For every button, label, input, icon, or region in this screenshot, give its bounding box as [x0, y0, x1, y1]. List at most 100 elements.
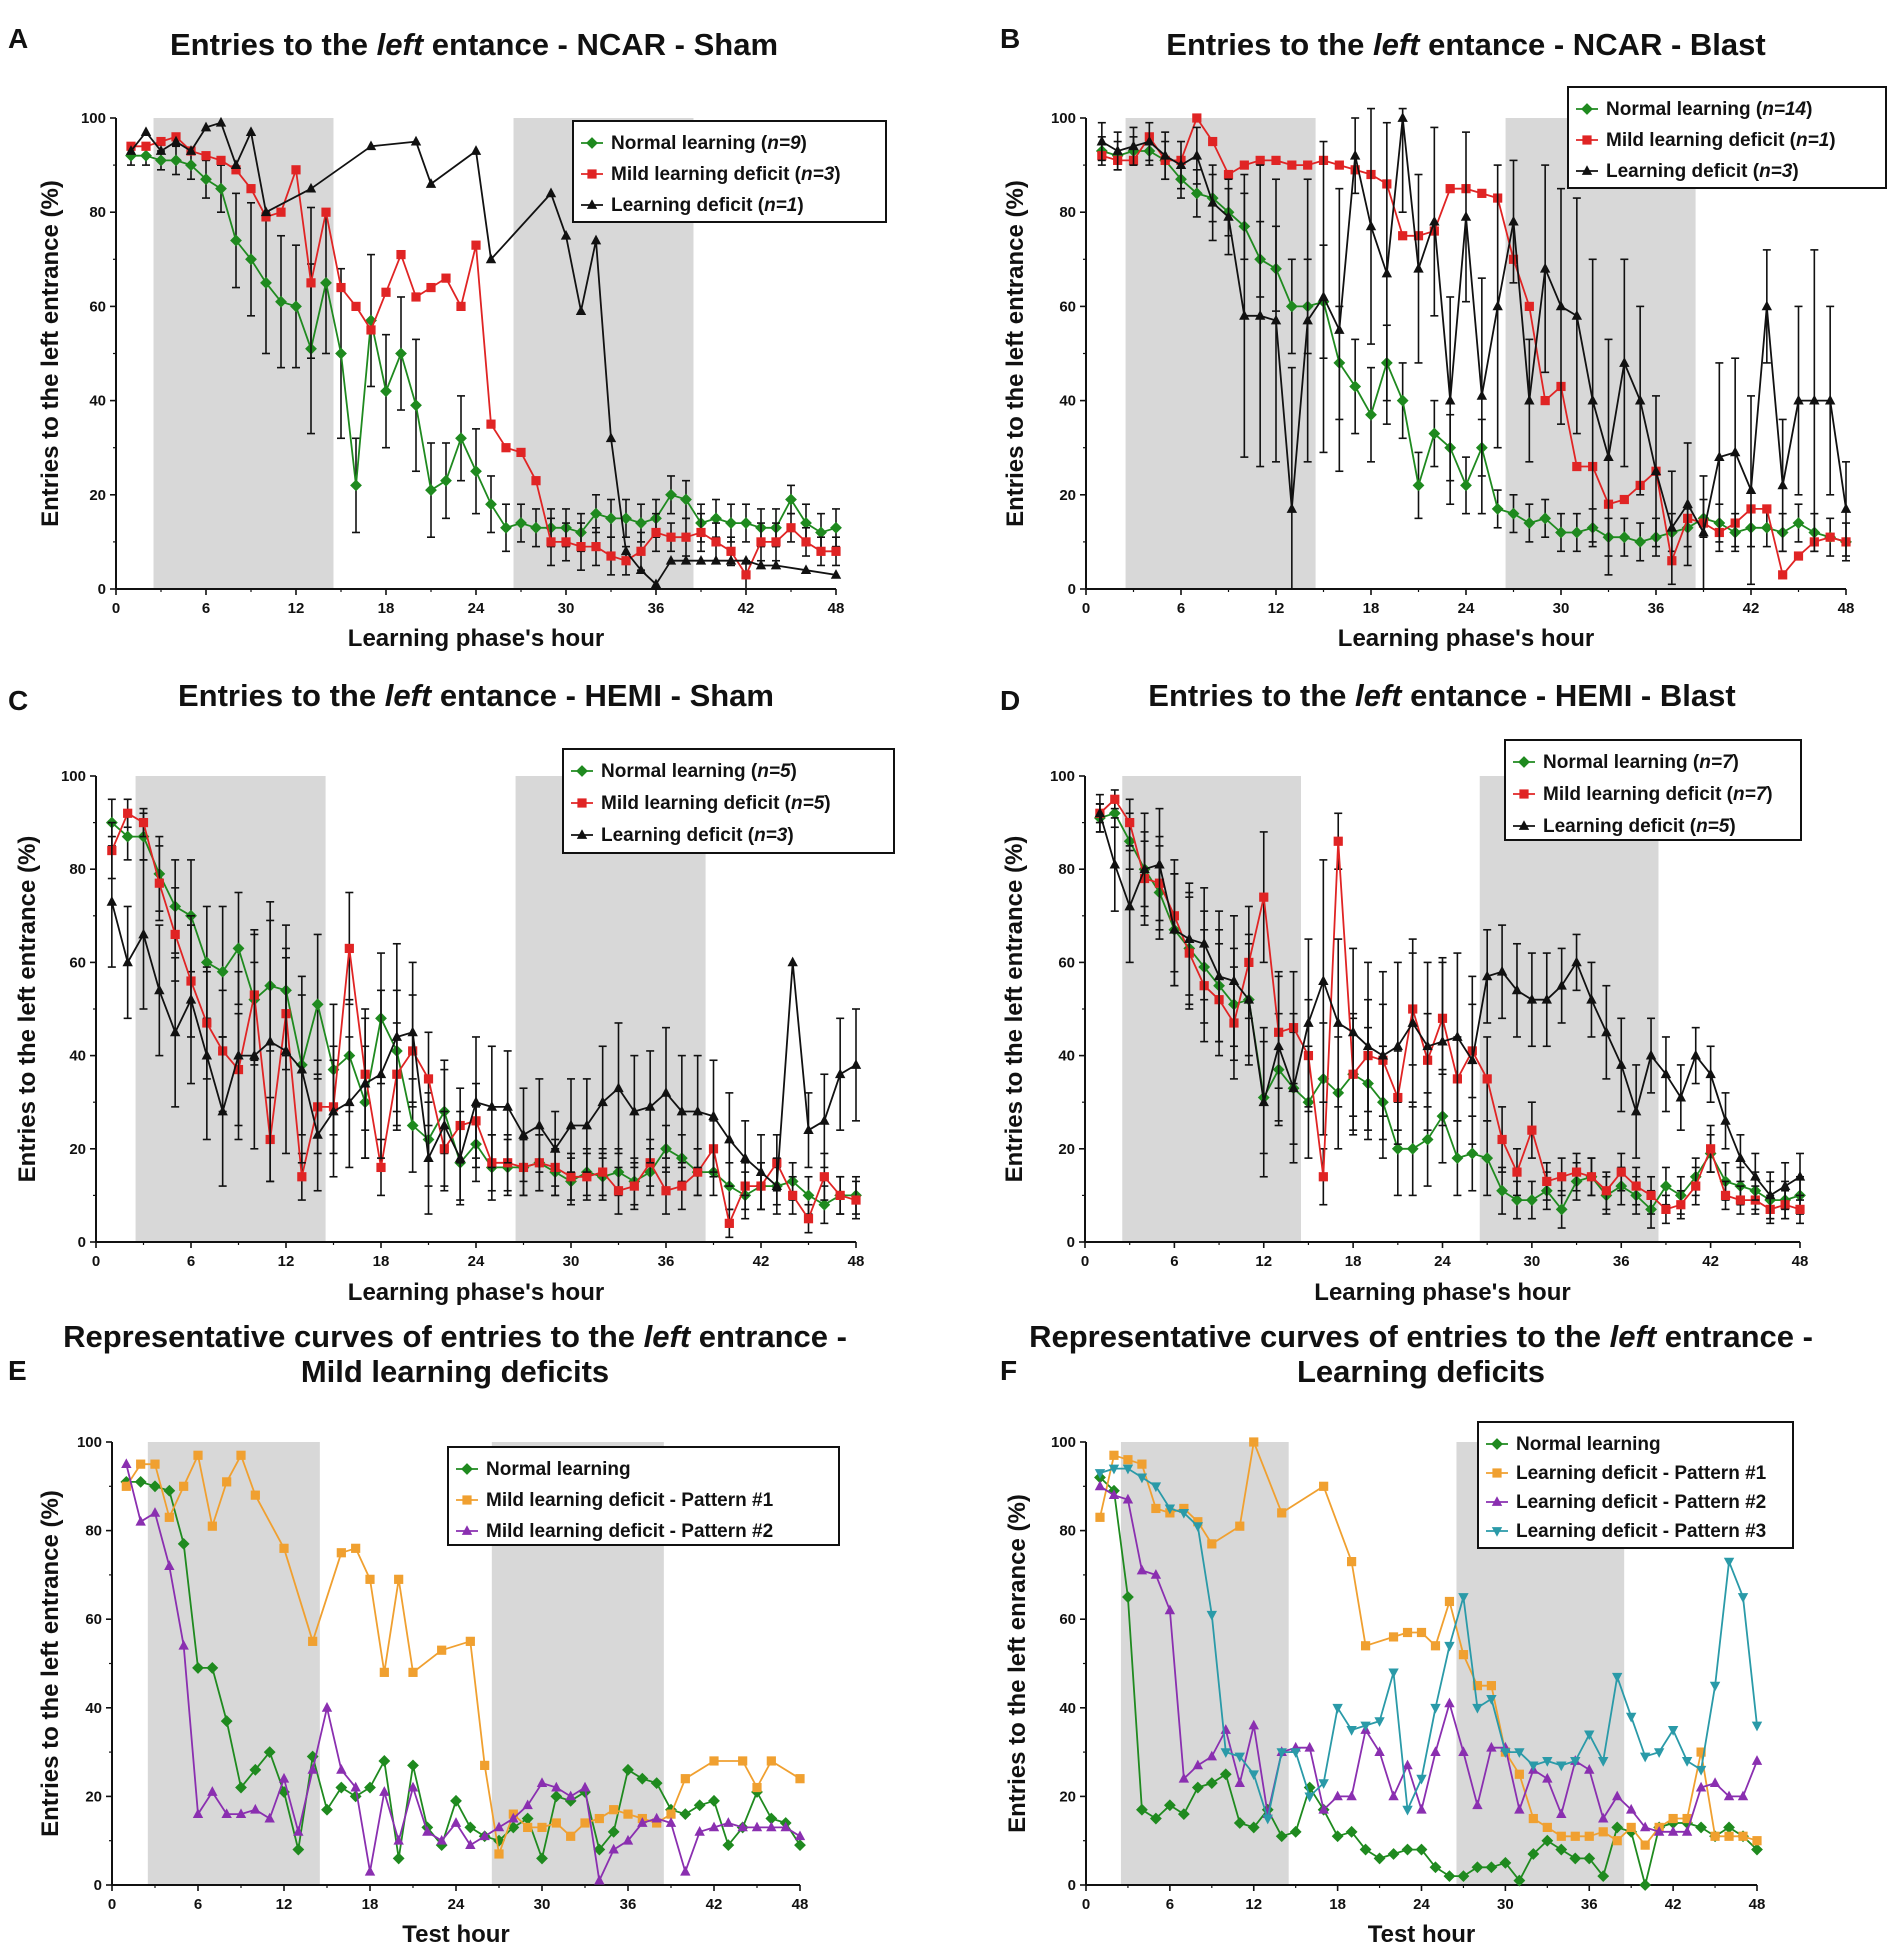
data-point [350, 1781, 361, 1792]
data-point [608, 1843, 619, 1854]
x-tick-label: 6 [187, 1253, 195, 1270]
data-point [1482, 1074, 1492, 1084]
data-point [1528, 1813, 1538, 1824]
data-point [450, 1794, 462, 1807]
legend-box [447, 1446, 840, 1546]
data-point [551, 1818, 561, 1828]
data-point [1625, 1803, 1637, 1814]
data-point [1667, 1826, 1679, 1836]
legend-label: Normal learning [486, 1459, 631, 1480]
data-point [236, 1450, 246, 1460]
data-point [250, 1490, 260, 1500]
data-point [607, 1825, 620, 1838]
data-point [154, 984, 165, 995]
data-point [530, 521, 542, 534]
chart-title-part: entance - NCAR - Blast [1419, 27, 1765, 62]
x-tick-label: 18 [1363, 600, 1380, 617]
x-tick-label: 6 [1166, 1896, 1174, 1913]
data-point [815, 526, 827, 539]
data-point [652, 1818, 662, 1828]
data-point [1571, 1167, 1582, 1177]
legend-series-name: Normal learning [486, 1459, 631, 1480]
data-point [123, 808, 133, 818]
x-tick-label: 30 [1497, 1896, 1514, 1913]
x-tick-label: 24 [1413, 1896, 1430, 1913]
data-point [178, 1639, 189, 1650]
x-tick-label: 42 [753, 1253, 770, 1270]
legend-label: Learning deficit (n=3) [601, 825, 794, 846]
data-point [1094, 1480, 1106, 1491]
data-point [1331, 1830, 1344, 1843]
panel-letter: A [8, 23, 28, 54]
data-point [598, 1167, 608, 1177]
legend-box [562, 748, 895, 854]
legend-n-count: n=3 [754, 825, 788, 846]
data-point [336, 1548, 346, 1558]
data-point [741, 570, 751, 580]
data-point [605, 432, 617, 443]
data-point [1737, 1790, 1749, 1801]
data-point [740, 517, 752, 529]
data-point [216, 965, 229, 978]
data-point [344, 1096, 355, 1107]
data-point [1319, 1481, 1329, 1491]
data-point [376, 1162, 386, 1173]
data-point [1125, 818, 1135, 828]
data-point [1507, 507, 1520, 520]
chart-title-italic: left [1610, 1319, 1658, 1354]
data-point [297, 1172, 307, 1182]
data-point [710, 554, 722, 565]
x-tick-label: 30 [558, 600, 575, 617]
data-point [1421, 1133, 1434, 1146]
y-tick-label: 0 [1067, 1234, 1075, 1251]
y-tick-label: 40 [1058, 1048, 1075, 1065]
data-point [1555, 300, 1567, 311]
legend-paren: ( [756, 133, 768, 154]
data-point [216, 155, 226, 165]
data-point [1285, 300, 1298, 313]
data-point [1777, 479, 1788, 490]
y-axis-label: Entries to the left entrance (%) [14, 836, 41, 1183]
legend-n-count: n=7 [1733, 784, 1768, 805]
data-point [590, 507, 602, 520]
y-tick-label: 0 [98, 581, 106, 598]
data-point [1619, 494, 1629, 505]
x-tick-label: 36 [648, 600, 665, 617]
data-point [1304, 1792, 1315, 1803]
y-tick-label: 20 [1059, 1788, 1076, 1805]
x-tick-label: 18 [1329, 1896, 1346, 1913]
data-point [1387, 1848, 1400, 1860]
data-point [292, 1843, 305, 1856]
shaded-band [153, 118, 334, 589]
data-point [155, 145, 167, 155]
legend-series-name: Learning deficit [611, 195, 753, 216]
data-point [1682, 1813, 1692, 1824]
data-point [1794, 1170, 1806, 1181]
data-point [500, 521, 512, 534]
data-point [1128, 140, 1139, 151]
data-point [1840, 503, 1852, 513]
data-point [1164, 1604, 1176, 1615]
data-point [1738, 1831, 1748, 1841]
legend: Normal learning (n=9)Mild learning defic… [572, 120, 887, 223]
data-point [1751, 1843, 1763, 1856]
data-point [411, 292, 421, 302]
data-point [1191, 149, 1203, 160]
y-tick-label: 100 [1051, 110, 1076, 127]
data-point [1164, 1504, 1176, 1515]
x-tick-label: 24 [448, 1896, 465, 1913]
data-point [1631, 1181, 1641, 1191]
data-point [1723, 1821, 1735, 1834]
legend-label: Mild learning deficit - Pattern #1 [486, 1490, 774, 1511]
data-point [1625, 1712, 1637, 1723]
data-point [1511, 984, 1523, 995]
data-point [679, 1808, 692, 1821]
data-point [311, 998, 324, 1011]
data-point [423, 1074, 434, 1084]
data-point [169, 1026, 181, 1037]
legend-paren: ) [801, 133, 807, 154]
data-point [1234, 1777, 1245, 1788]
data-point [261, 212, 271, 222]
series-line [125, 1454, 801, 1855]
data-point [1457, 1870, 1470, 1883]
